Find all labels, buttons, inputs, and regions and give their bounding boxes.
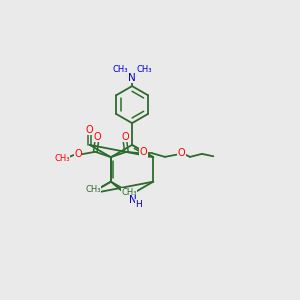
Text: CH₃: CH₃ bbox=[54, 154, 70, 163]
Text: O: O bbox=[86, 125, 94, 135]
Text: O: O bbox=[74, 148, 82, 159]
Text: CH₃: CH₃ bbox=[112, 65, 128, 74]
Text: H: H bbox=[135, 200, 142, 208]
Text: O: O bbox=[121, 132, 129, 142]
Text: O: O bbox=[178, 148, 185, 158]
Text: CH₃: CH₃ bbox=[121, 188, 136, 197]
Text: CH₃: CH₃ bbox=[136, 65, 152, 74]
Text: O: O bbox=[93, 132, 101, 142]
Text: N: N bbox=[128, 73, 136, 83]
Text: CH₃: CH₃ bbox=[85, 185, 101, 194]
Text: O: O bbox=[140, 147, 148, 157]
Text: N: N bbox=[129, 196, 136, 206]
